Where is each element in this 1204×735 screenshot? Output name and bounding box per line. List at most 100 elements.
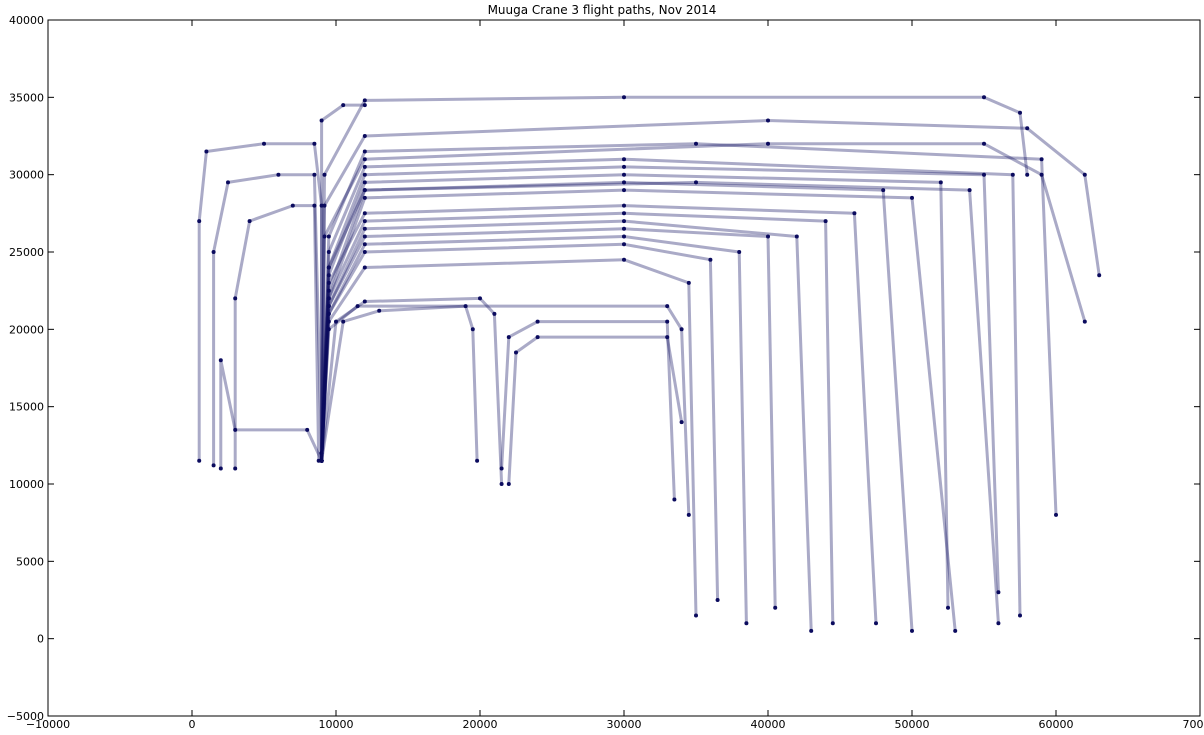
flight-path-1 (197, 142, 323, 463)
flight-path-point (680, 327, 684, 331)
flight-path-point (334, 320, 338, 324)
flight-path-point (197, 459, 201, 463)
x-tick-label: 40000 (751, 718, 786, 731)
flight-path-point (312, 204, 316, 208)
flight-path-point (824, 219, 828, 223)
flight-path-point (312, 142, 316, 146)
flight-path-line (322, 244, 718, 600)
flight-path-point (305, 428, 309, 432)
flight-path-point (665, 320, 669, 324)
flight-path-19 (320, 188, 958, 633)
flight-path-point (327, 235, 331, 239)
y-tick-label: 25000 (9, 246, 44, 259)
x-tick-label: 70000 (1183, 718, 1204, 731)
flight-path-point (500, 482, 504, 486)
flight-path-point (982, 95, 986, 99)
flight-path-point (687, 513, 691, 517)
x-tick-label: 20000 (463, 718, 498, 731)
flight-path-point (622, 165, 626, 169)
flight-path-point (716, 598, 720, 602)
flight-path-point (262, 142, 266, 146)
flight-path-point (212, 250, 216, 254)
flight-path-point (363, 98, 367, 102)
flight-path-point (363, 134, 367, 138)
flight-path-line (322, 237, 747, 624)
flight-path-point (809, 629, 813, 633)
flight-path-point (1011, 173, 1015, 177)
flight-path-point (773, 606, 777, 610)
flight-path-point (312, 173, 316, 177)
flight-path-point (1054, 513, 1058, 517)
flight-path-point (622, 188, 626, 192)
flight-path-point (320, 459, 324, 463)
flight-path-point (233, 467, 237, 471)
flight-path-point (233, 296, 237, 300)
flight-path-point (910, 196, 914, 200)
flight-path-point (665, 304, 669, 308)
flight-path-point (1025, 173, 1029, 177)
x-tick-label: 50000 (895, 718, 930, 731)
y-tick-label: 20000 (9, 323, 44, 336)
y-tick-label: 35000 (9, 91, 44, 104)
flight-path-point (507, 482, 511, 486)
flight-path-point (1040, 157, 1044, 161)
flight-path-point (363, 165, 367, 169)
flight-path-point (475, 459, 479, 463)
flight-path-point (276, 173, 280, 177)
flight-path-point (464, 304, 468, 308)
flight-path-point (852, 211, 856, 215)
y-tick-label: 10000 (9, 478, 44, 491)
flight-path-point (536, 320, 540, 324)
flight-path-line (214, 175, 322, 466)
flight-path-point (953, 629, 957, 633)
flight-path-point (248, 219, 252, 223)
flight-path-point (363, 300, 367, 304)
flight-path-24 (320, 242, 720, 602)
flight-path-point (622, 227, 626, 231)
flight-path-line (199, 144, 321, 461)
flight-path-point (471, 327, 475, 331)
flight-path-point (996, 621, 1000, 625)
flight-path-point (795, 235, 799, 239)
flight-path-point (1025, 126, 1029, 130)
flight-path-point (622, 173, 626, 177)
flight-path-point (323, 204, 327, 208)
flight-path-point (622, 219, 626, 223)
flight-path-point (939, 180, 943, 184)
flight-path-point (233, 428, 237, 432)
flight-path-point (622, 95, 626, 99)
flight-path-point (363, 150, 367, 154)
flight-path-point (672, 498, 676, 502)
flight-path-23 (320, 227, 778, 610)
flight-path-point (363, 211, 367, 215)
flight-path-22 (320, 211, 835, 625)
flight-path-point (766, 142, 770, 146)
flight-path-point (514, 351, 518, 355)
flight-path-point (694, 142, 698, 146)
flight-path-16 (320, 304, 480, 463)
flight-path-point (622, 211, 626, 215)
flight-path-point (680, 420, 684, 424)
flight-path-line (322, 206, 876, 624)
x-tick-label: 60000 (1039, 718, 1074, 731)
flight-path-line (322, 175, 948, 608)
flight-path-point (665, 335, 669, 339)
flight-path-point (212, 463, 216, 467)
y-tick-label: 15000 (9, 401, 44, 414)
flight-path-line (322, 221, 812, 631)
flight-path-line (502, 322, 675, 500)
flight-path-point (204, 150, 208, 154)
flight-path-point (910, 629, 914, 633)
flight-path-point (219, 358, 223, 362)
flight-path-point (291, 204, 295, 208)
flight-path-point (507, 335, 511, 339)
flight-path-point (377, 309, 381, 313)
flight-path-point (1083, 320, 1087, 324)
series-layer (197, 95, 1101, 633)
flight-path-point (341, 320, 345, 324)
chart-title: Muuga Crane 3 flight paths, Nov 2014 (0, 3, 1204, 17)
flight-path-point (982, 142, 986, 146)
flight-path-line (322, 190, 956, 631)
x-tick-label: 30000 (607, 718, 642, 731)
